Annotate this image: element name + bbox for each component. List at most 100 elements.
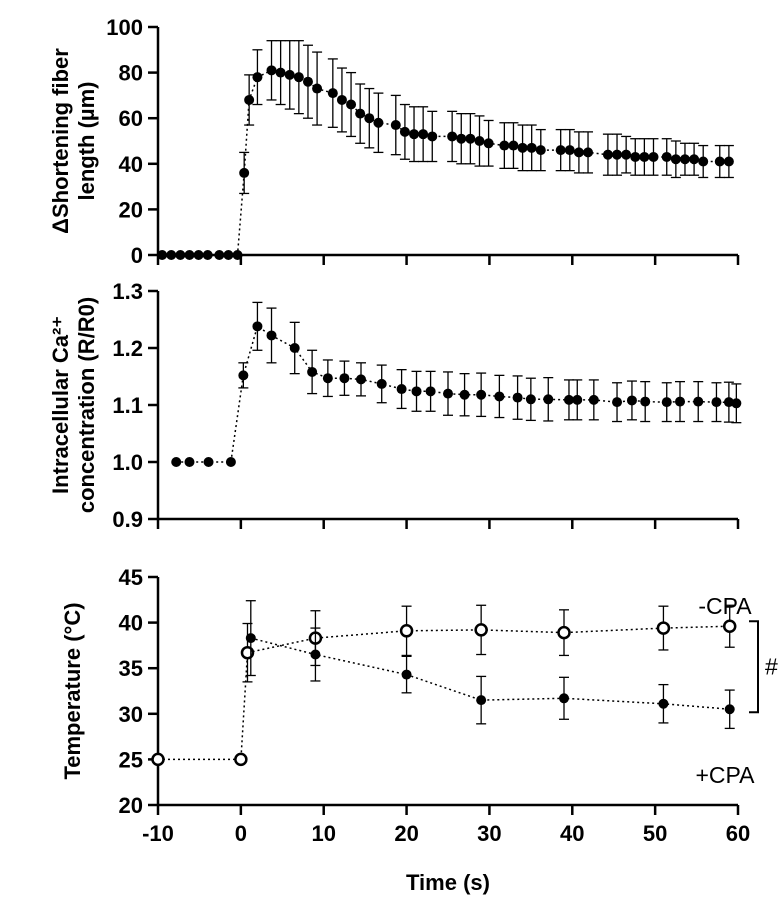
data-point [476,695,487,706]
data-point [239,167,250,178]
data-point [648,151,659,162]
y-axis-title-line: length (µm) [74,82,99,201]
y-tick-label: 1.0 [112,450,143,475]
y-axis-title-line: concentration (R/R0) [74,297,99,513]
data-point [572,394,583,405]
x-tick-label: 0 [235,821,247,846]
data-point [459,389,470,400]
y-tick-label: 35 [119,656,143,681]
x-axis-title: Time (s) [406,870,490,895]
data-point [731,398,742,409]
data-point [658,698,669,709]
data-point [322,373,333,384]
y-tick-label: 40 [119,611,143,636]
data-point [698,156,709,167]
data-point [447,131,458,142]
data-point [612,149,623,160]
data-point [356,374,366,385]
data-point [711,397,722,408]
series-line [158,625,730,761]
y-tick-label: 20 [119,793,143,818]
data-point [184,457,195,467]
series-cpa [151,604,737,767]
panel-middle: 0.9 1.0 1.1 1.2 1.3 Intracellular Ca²⁺concent… [48,279,742,532]
data-point [184,250,195,260]
y-tick-label: 30 [119,702,143,727]
data-point [602,149,613,160]
x-tick-label: 60 [726,821,750,846]
x-tick-label: 50 [643,821,667,846]
y-tick-label: 1.2 [112,336,143,361]
data-point [245,633,256,644]
data-point [310,649,321,660]
data-point [346,99,357,110]
data-point [293,72,304,83]
data-point [151,752,165,767]
data-point [612,397,623,408]
data-point [411,386,422,397]
data-point [476,389,487,400]
data-point [409,129,420,140]
data-point [238,370,249,381]
data-point [252,72,263,83]
x-tick-label: 20 [394,821,418,846]
data-point [399,126,410,137]
data-point [512,392,523,403]
data-point [339,373,350,384]
x-tick-label: 30 [477,821,501,846]
data-point [214,250,225,260]
data-point [563,394,574,405]
data-point [234,752,248,767]
y-tick-label: 25 [119,747,143,772]
series-cpa [245,600,735,730]
y-tick-label: 20 [119,197,143,222]
data-point [693,396,704,407]
panel-top: 0 20 40 60 80 100 ΔShortening fiberlength (µm) [48,15,740,268]
data-point [723,156,734,167]
data-point [223,250,234,260]
series-label-minus-cpa: -CPA [698,593,752,619]
data-point [483,138,494,149]
data-point [456,133,467,144]
data-point [559,693,569,704]
y-tick-label: 45 [119,565,143,590]
series-line [176,325,737,463]
data-point [639,151,650,162]
data-point [425,386,436,397]
data-point [401,669,412,680]
data-point [225,457,236,467]
data-point [724,704,735,715]
data-point [312,83,323,94]
series-line [250,637,730,710]
data-point [355,108,366,119]
data-point [302,76,313,87]
significance-marker: # [765,654,778,680]
data-point [661,151,672,162]
data-point [203,457,214,467]
data-point [396,384,407,395]
data-point [193,250,204,260]
data-point [583,147,594,158]
data-point [376,378,387,389]
data-point [157,250,168,260]
data-point [517,142,528,153]
series-series-0 [171,301,742,467]
y-axis-title-line: ΔShortening fiber [48,48,73,234]
data-point [661,397,672,408]
panel-bottom: 20 25 30 35 40 45 -10 0 10 20 30 40 50 60 Temperature … [60,565,778,895]
y-tick-label: 60 [119,106,143,131]
data-point [535,145,546,156]
y-axis-title: Temperature (°C) [60,602,85,779]
data-point [252,321,263,332]
data-point [373,117,384,128]
data-point [656,621,671,635]
data-point [275,67,286,78]
data-point [557,625,571,640]
data-point [573,147,584,158]
data-point [327,88,338,99]
data-point [714,156,725,167]
data-point [399,624,414,638]
data-point [494,391,505,402]
data-point [390,120,401,131]
